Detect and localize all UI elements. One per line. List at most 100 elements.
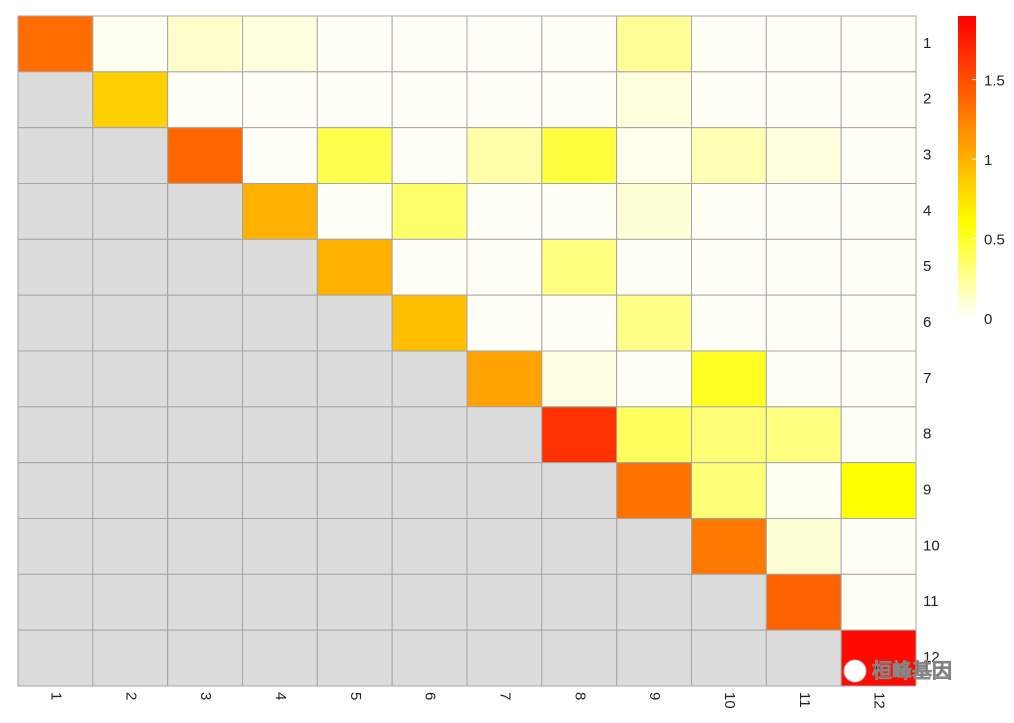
x-tick-label: 3 [197, 692, 214, 700]
cell [691, 350, 767, 408]
cell [840, 15, 917, 73]
empty-cell [391, 350, 468, 408]
cell [840, 406, 917, 464]
cell [242, 183, 318, 240]
cell [765, 238, 842, 296]
empty-cell [242, 294, 318, 352]
empty-cell [316, 462, 393, 519]
empty-cell [167, 518, 244, 575]
y-tick-label: 4 [923, 202, 931, 219]
cell [840, 462, 917, 519]
empty-cell [92, 518, 169, 575]
color-tick-label: 1 [984, 152, 992, 169]
empty-cell [167, 294, 244, 352]
cell [466, 294, 543, 352]
x-tick-label: 1 [47, 692, 64, 700]
empty-cell [17, 127, 94, 184]
cell [616, 350, 693, 408]
empty-cell [17, 238, 94, 296]
empty-cell [167, 462, 244, 519]
cell [466, 15, 543, 73]
empty-cell [17, 350, 94, 408]
empty-cell [17, 462, 94, 519]
cell [466, 350, 543, 408]
cell [616, 238, 693, 296]
cell [391, 15, 468, 73]
x-tick-label: 9 [646, 692, 663, 700]
empty-cell [316, 518, 393, 575]
empty-cell [541, 462, 618, 519]
empty-cell [391, 518, 468, 575]
empty-cell [316, 629, 393, 687]
cell [765, 462, 842, 519]
cell [391, 71, 468, 129]
cell [691, 71, 767, 129]
empty-cell [391, 406, 468, 464]
empty-cell [765, 629, 842, 687]
empty-cell [17, 71, 94, 129]
empty-cell [616, 573, 693, 631]
empty-cell [92, 238, 169, 296]
cell [691, 518, 767, 575]
x-tick-label: 10 [721, 692, 738, 709]
cell [691, 238, 767, 296]
empty-cell [391, 573, 468, 631]
cell [391, 294, 468, 352]
y-tick-label: 5 [923, 258, 931, 275]
cell [242, 15, 318, 73]
cell [765, 127, 842, 184]
empty-cell [391, 629, 468, 687]
y-tick-label: 10 [923, 537, 940, 554]
empty-cell [17, 573, 94, 631]
empty-cell [92, 462, 169, 519]
empty-cell [242, 350, 318, 408]
cell [541, 183, 618, 240]
empty-cell [17, 294, 94, 352]
cell [391, 183, 468, 240]
empty-cell [17, 629, 94, 687]
cell [316, 183, 393, 240]
y-tick-label: 1 [923, 35, 931, 52]
y-tick-label: 12 [923, 649, 940, 666]
cell [691, 462, 767, 519]
empty-cell [92, 127, 169, 184]
cell [840, 573, 917, 631]
cell [242, 127, 318, 184]
cell [92, 71, 169, 129]
cell [765, 294, 842, 352]
empty-cell [616, 518, 693, 575]
empty-cell [167, 406, 244, 464]
cell [541, 350, 618, 408]
cell [840, 294, 917, 352]
color-bar [958, 16, 976, 318]
empty-cell [167, 183, 244, 240]
cell [616, 462, 693, 519]
cell [541, 71, 618, 129]
cell [691, 294, 767, 352]
empty-cell [541, 573, 618, 631]
empty-cell [541, 518, 618, 575]
empty-cell [242, 573, 318, 631]
cell [840, 183, 917, 240]
empty-cell [242, 238, 318, 296]
x-tick-label: 6 [422, 692, 439, 700]
cell [691, 406, 767, 464]
cell [541, 406, 618, 464]
cell [691, 183, 767, 240]
empty-cell [316, 406, 393, 464]
cell [541, 15, 618, 73]
empty-cell [92, 629, 169, 687]
empty-cell [466, 462, 543, 519]
cell [466, 238, 543, 296]
y-tick-label: 9 [923, 482, 931, 499]
empty-cell [466, 406, 543, 464]
color-tick-label: 0 [984, 311, 992, 328]
cell [840, 350, 917, 408]
empty-cell [691, 629, 767, 687]
empty-cell [167, 573, 244, 631]
x-tick-label: 12 [871, 692, 888, 709]
empty-cell [541, 629, 618, 687]
cell [391, 238, 468, 296]
cell [17, 15, 94, 73]
